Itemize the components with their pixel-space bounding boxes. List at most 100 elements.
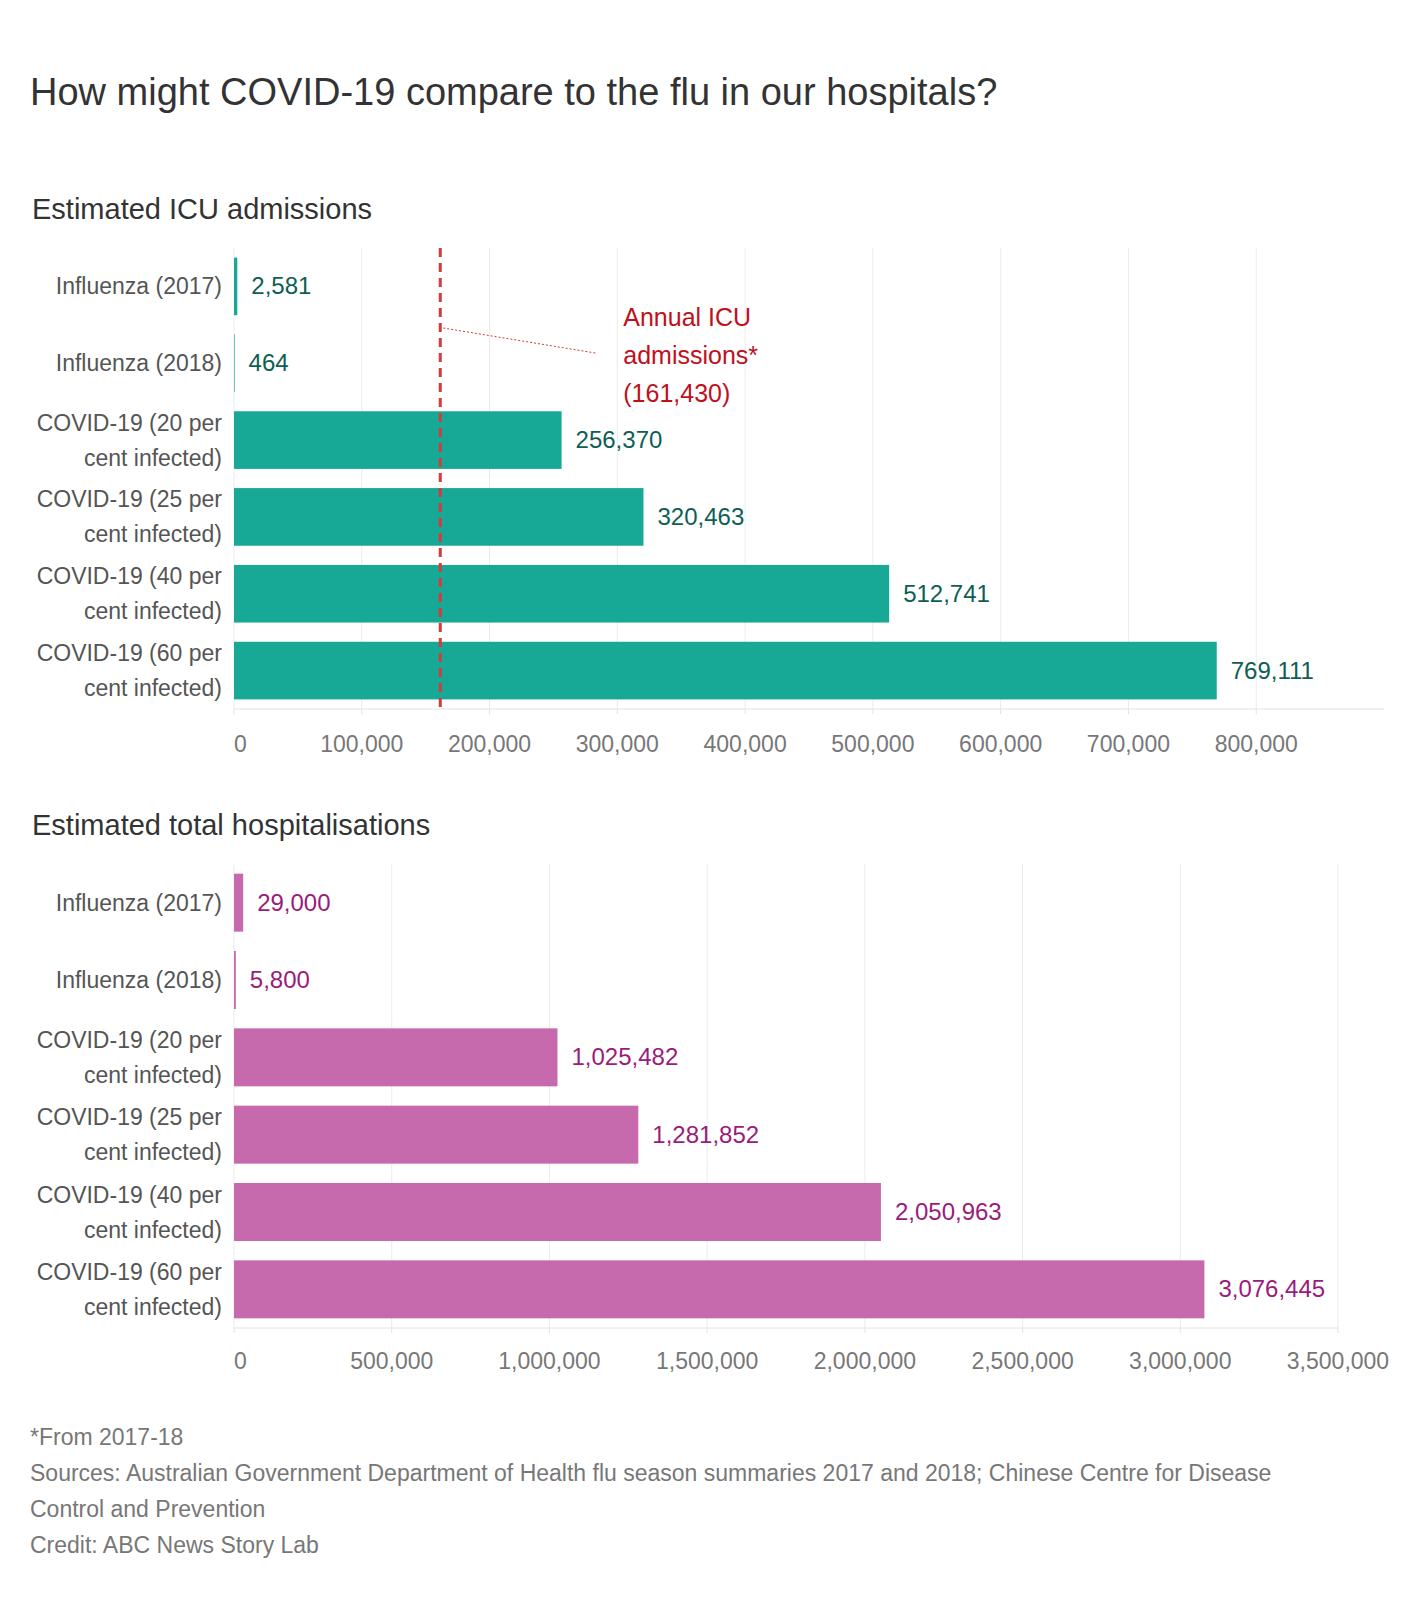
bar	[234, 258, 237, 316]
bars	[234, 248, 1217, 709]
category-label: Influenza (2017)	[56, 273, 222, 299]
data-label: 464	[249, 349, 289, 376]
bar	[234, 951, 236, 1009]
grid-line	[234, 864, 235, 1328]
data-label: 2,050,963	[895, 1198, 1002, 1225]
category-label: COVID-19 (40 per cent infected)	[37, 563, 223, 624]
bar	[234, 565, 889, 623]
bar	[234, 642, 1217, 700]
tick-label: 2,000,000	[814, 1348, 916, 1374]
reference-line	[439, 248, 442, 709]
category-label-line: Influenza (2018)	[56, 350, 222, 376]
bar	[234, 1106, 638, 1164]
tick-label: 1,500,000	[656, 1348, 758, 1374]
data-label: 3,076,445	[1218, 1275, 1325, 1302]
bar	[234, 488, 643, 546]
category-label: Influenza (2017)	[56, 890, 222, 916]
annotation-value: (161,430)	[623, 379, 730, 407]
tick-mark	[1000, 709, 1001, 714]
category-label-line: COVID-19 (60 per	[37, 1259, 223, 1285]
tick-mark	[1256, 709, 1257, 714]
category-label: COVID-19 (20 percent infected)	[37, 410, 223, 471]
category-label-line: Influenza (2018)	[56, 967, 222, 993]
annotation-text: Annual ICU admissions*	[623, 303, 758, 369]
tick-mark	[391, 1328, 392, 1333]
data-label: 256,370	[576, 426, 663, 453]
tick-mark	[1128, 709, 1129, 714]
grid-line	[1256, 248, 1257, 709]
category-label-line: COVID-19 (40 per	[37, 1182, 223, 1208]
bars	[234, 874, 1204, 1319]
tick-label: 700,000	[1087, 731, 1170, 757]
category-label-line: cent infected)	[84, 1294, 222, 1320]
data-label: 1,025,482	[571, 1043, 678, 1070]
chart: Estimated total hospitalisations 0 500,000…	[32, 809, 1389, 1374]
page: How might COVID-19 compare to the flu in…	[0, 0, 1406, 1598]
tick-mark	[872, 709, 873, 714]
footnote-line: Credit: ABC News Story Lab	[30, 1532, 319, 1558]
tick-label: 500,000	[831, 731, 914, 757]
grid-line	[1338, 864, 1339, 1328]
grid-line	[707, 864, 708, 1328]
category-label-line: Influenza (2017)	[56, 273, 222, 299]
annotation-leader	[443, 328, 595, 353]
tick-label: 3,000,000	[1129, 1348, 1231, 1374]
tick-label: 0	[234, 731, 247, 757]
category-label-line: COVID-19 (20 per	[37, 1027, 223, 1053]
grid-line	[1128, 248, 1129, 709]
tick-mark	[549, 1328, 550, 1333]
data-label: 320,463	[657, 503, 744, 530]
tick-mark	[234, 1328, 235, 1333]
tick-mark	[745, 709, 746, 714]
tick-mark	[361, 709, 362, 714]
category-label: Influenza (2018)	[56, 967, 222, 993]
grid-line	[1022, 864, 1023, 1328]
tick-label: 3,500,000	[1287, 1348, 1389, 1374]
data-label: 1,281,852	[652, 1121, 759, 1148]
category-label-line: COVID-19 (40 per	[37, 563, 223, 589]
tick-mark	[1022, 1328, 1023, 1333]
data-label: 512,741	[903, 580, 990, 607]
grid-line	[489, 248, 490, 709]
tick-label: 2,500,000	[971, 1348, 1073, 1374]
grid-line	[361, 248, 362, 709]
data-label: 2,581	[251, 272, 311, 299]
bar	[234, 1260, 1204, 1318]
tick-mark	[617, 709, 618, 714]
tick-label: 1,000,000	[498, 1348, 600, 1374]
bar	[234, 411, 562, 469]
tick-label: 100,000	[320, 731, 403, 757]
tick-mark	[234, 709, 235, 714]
chart-title: Estimated total hospitalisations	[32, 809, 430, 841]
tick-label: 800,000	[1215, 731, 1298, 757]
tick-label: 500,000	[350, 1348, 433, 1374]
bar	[234, 334, 235, 392]
bar	[234, 1183, 881, 1241]
tick-label: 0	[234, 1348, 247, 1374]
tick-label: 600,000	[959, 731, 1042, 757]
x-axis-line	[234, 1328, 1338, 1329]
category-label-line: cent infected)	[84, 675, 222, 701]
tick-label: 400,000	[704, 731, 787, 757]
footnote: Sources: Australian Government Departmen…	[30, 1460, 1271, 1522]
footnote-line: *From 2017-18	[30, 1424, 183, 1450]
category-label-line: Influenza (2017)	[56, 890, 222, 916]
grid-line	[864, 864, 865, 1328]
category-label: COVID-19 (25 percent infected)	[37, 1104, 223, 1165]
annotation-line: Annual ICU	[623, 303, 751, 331]
category-label-line: cent infected)	[84, 598, 222, 624]
grid-line	[1000, 248, 1001, 709]
footnote: Credit: ABC News Story Lab	[30, 1532, 319, 1558]
category-label-line: COVID-19 (25 per	[37, 486, 223, 512]
category-label-line: cent infected)	[84, 1062, 222, 1088]
grid-line	[617, 248, 618, 709]
category-label-line: cent infected)	[84, 1139, 222, 1165]
category-label-line: COVID-19 (60 per	[37, 640, 223, 666]
tick-mark	[707, 1328, 708, 1333]
category-label: COVID-19 (60 per cent infected)	[37, 1259, 223, 1320]
chart-title: Estimated ICU admissions	[32, 193, 372, 225]
annotation-line: admissions*	[623, 341, 758, 369]
category-label: COVID-19 (40 percent infected)	[37, 1182, 223, 1243]
category-label: COVID-19 (20 per cent infected)	[37, 1027, 223, 1088]
tick-label: 200,000	[448, 731, 531, 757]
